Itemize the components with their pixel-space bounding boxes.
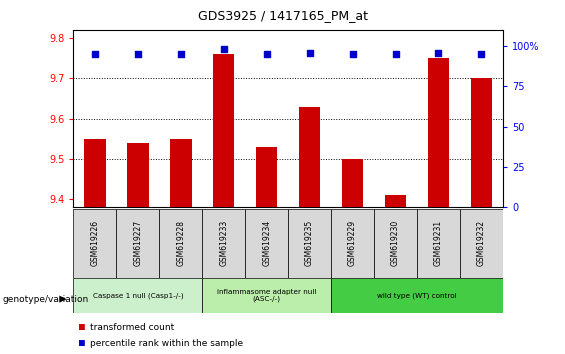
Bar xyxy=(170,139,192,207)
Bar xyxy=(73,278,202,313)
Bar xyxy=(256,147,277,207)
Point xyxy=(219,47,228,52)
Bar xyxy=(127,143,149,207)
Bar xyxy=(331,278,503,313)
Text: GDS3925 / 1417165_PM_at: GDS3925 / 1417165_PM_at xyxy=(198,9,367,22)
Text: GSM619228: GSM619228 xyxy=(176,221,185,266)
Point xyxy=(133,51,142,57)
Point xyxy=(434,50,443,56)
Text: GSM619231: GSM619231 xyxy=(434,220,443,267)
Bar xyxy=(202,278,331,313)
Bar xyxy=(159,209,202,278)
Bar xyxy=(428,58,449,207)
Text: GSM619233: GSM619233 xyxy=(219,220,228,267)
Bar xyxy=(202,209,245,278)
Point xyxy=(305,50,314,56)
Bar xyxy=(385,195,406,207)
Text: GSM619234: GSM619234 xyxy=(262,220,271,267)
Text: GSM619226: GSM619226 xyxy=(90,220,99,267)
Bar xyxy=(213,54,234,207)
Text: genotype/variation: genotype/variation xyxy=(3,295,89,304)
Bar xyxy=(299,107,320,207)
Text: Caspase 1 null (Casp1-/-): Caspase 1 null (Casp1-/-) xyxy=(93,292,183,299)
Text: wild type (WT) control: wild type (WT) control xyxy=(377,292,457,299)
Point xyxy=(348,51,357,57)
Point xyxy=(262,51,271,57)
Text: GSM619229: GSM619229 xyxy=(348,220,357,267)
Point xyxy=(90,51,99,57)
Text: GSM619230: GSM619230 xyxy=(391,220,400,267)
Bar xyxy=(245,209,288,278)
Bar xyxy=(73,209,116,278)
Text: GSM619232: GSM619232 xyxy=(477,220,486,267)
Text: ■: ■ xyxy=(79,338,85,348)
Bar xyxy=(116,209,159,278)
Point xyxy=(391,51,400,57)
Bar xyxy=(471,78,492,207)
Point xyxy=(176,51,185,57)
Text: GSM619235: GSM619235 xyxy=(305,220,314,267)
Bar xyxy=(342,159,363,207)
Text: ■: ■ xyxy=(79,322,85,332)
Bar xyxy=(84,139,106,207)
Text: GSM619227: GSM619227 xyxy=(133,220,142,267)
Bar xyxy=(331,209,374,278)
Text: transformed count: transformed count xyxy=(90,323,175,332)
Bar xyxy=(460,209,503,278)
Bar xyxy=(417,209,460,278)
Bar xyxy=(374,209,417,278)
Text: inflammasome adapter null
(ASC-/-): inflammasome adapter null (ASC-/-) xyxy=(217,289,316,302)
Point xyxy=(477,51,486,57)
Bar xyxy=(288,209,331,278)
Text: percentile rank within the sample: percentile rank within the sample xyxy=(90,339,244,348)
